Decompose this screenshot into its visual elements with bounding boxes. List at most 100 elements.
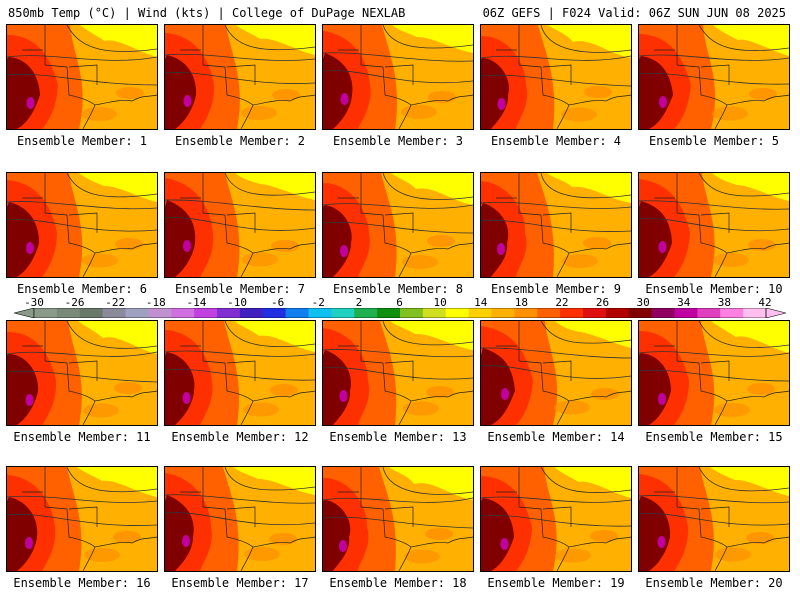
colorbar-swatch — [583, 308, 607, 318]
ensemble-member-label: Ensemble Member: 7 — [174, 282, 306, 296]
colorbar-swatch — [651, 308, 675, 318]
colorbar-swatch — [400, 308, 424, 318]
colorbar-tick-label: 6 — [396, 296, 403, 309]
colorbar-swatch — [79, 308, 104, 318]
temperature-field — [7, 321, 157, 425]
temperature-field — [639, 173, 789, 277]
ensemble-member-label: Ensemble Member: 6 — [16, 282, 148, 296]
map-title: 850mb Temp (°C) | Wind (kts) | College o… — [8, 6, 406, 20]
colorbar-tick-label: 18 — [514, 296, 528, 309]
temperature-field — [165, 25, 315, 129]
ensemble-member-label: Ensemble Member: 19 — [487, 576, 625, 590]
colorbar-swatch — [514, 308, 538, 318]
ensemble-member-label: Ensemble Member: 2 — [174, 134, 306, 148]
ensemble-member-label: Ensemble Member: 17 — [171, 576, 309, 590]
ensemble-member-label: Ensemble Member: 8 — [332, 282, 464, 296]
ensemble-member-label: Ensemble Member: 11 — [13, 430, 151, 444]
ensemble-member-label: Ensemble Member: 13 — [329, 430, 467, 444]
colorbar-tick-label: -2 — [311, 296, 325, 309]
colorbar-swatch — [125, 308, 149, 318]
ensemble-member-map — [6, 466, 158, 572]
colorbar-tick-label: 2 — [355, 296, 363, 309]
colorbar-swatch — [34, 308, 58, 318]
temperature-field — [7, 25, 157, 129]
temperature-field — [323, 173, 473, 277]
ensemble-member-label: Ensemble Member: 14 — [487, 430, 625, 444]
model-run-info: 06Z GEFS | F024 Valid: 06Z SUN JUN 08 20… — [482, 6, 786, 20]
ensemble-member-label: Ensemble Member: 12 — [171, 430, 309, 444]
ensemble-member-map — [164, 24, 316, 130]
colorbar-swatch — [605, 308, 630, 318]
colorbar-swatch — [285, 308, 309, 318]
colorbar-tick-label: -14 — [186, 296, 207, 309]
colorbar-frame — [33, 308, 767, 318]
colorbar-swatch — [171, 308, 195, 318]
colorbar-swatch — [422, 308, 447, 318]
temperature-field — [323, 25, 473, 129]
colorbar-swatch — [102, 308, 126, 318]
ensemble-member-label: Ensemble Member: 1 — [16, 134, 148, 148]
colorbar-swatch — [217, 308, 241, 318]
colorbar-labels: -30 -26 -22 -18 -14 -10 -6 -2 2 6 10 14 18 22 26 30 34 38… — [0, 296, 800, 310]
ensemble-member-map — [638, 466, 790, 572]
colorbar-tick-label: 34 — [677, 296, 691, 309]
ensemble-member-map — [322, 172, 474, 278]
ensemble-member-map — [164, 466, 316, 572]
colorbar-swatch — [194, 308, 218, 318]
temperature-field — [7, 467, 157, 571]
ensemble-member-map — [322, 24, 474, 130]
colorbar-tick-label: 14 — [474, 296, 488, 309]
ensemble-member-label: Ensemble Member: 15 — [645, 430, 783, 444]
colorbar-swatch — [491, 308, 515, 318]
temperature-field — [165, 321, 315, 425]
colorbar-tick-label: 10 — [433, 296, 447, 309]
colorbar-swatch — [354, 308, 378, 318]
temperature-field — [165, 467, 315, 571]
temperature-field — [7, 173, 157, 277]
ensemble-member-map — [480, 172, 632, 278]
colorbar-swatch — [377, 308, 401, 318]
temperature-field — [481, 25, 631, 129]
ensemble-member-label: Ensemble Member: 16 — [13, 576, 151, 590]
colorbar-tick-label: 22 — [555, 296, 569, 309]
colorbar-tick-label: 26 — [595, 296, 610, 309]
colorbar-tick-label: 42 — [758, 296, 772, 309]
ensemble-member-label: Ensemble Member: 18 — [329, 576, 467, 590]
colorbar-swatch — [308, 308, 332, 318]
ensemble-member-map — [638, 320, 790, 426]
temperature-field — [639, 321, 789, 425]
colorbar-swatch — [468, 308, 492, 318]
colorbar-swatch — [674, 308, 698, 318]
colorbar-swatch — [720, 308, 744, 318]
ensemble-member-label: Ensemble Member: 10 — [645, 282, 783, 296]
colorbar-tick-label: -26 — [64, 296, 85, 309]
ensemble-member-map — [638, 172, 790, 278]
ensemble-member-map — [480, 320, 632, 426]
temperature-field — [165, 173, 315, 277]
ensemble-member-label: Ensemble Member: 5 — [648, 134, 780, 148]
temperature-field — [323, 467, 473, 571]
colorbar-tick-label: 38 — [717, 296, 731, 309]
colorbar-tick-label: -6 — [271, 296, 285, 309]
temperature-field — [481, 321, 631, 425]
ensemble-member-map — [6, 24, 158, 130]
colorbar-min-arrow — [14, 308, 35, 318]
ensemble-member-map — [6, 172, 158, 278]
temperature-field — [639, 467, 789, 571]
ensemble-member-map — [638, 24, 790, 130]
ensemble-member-label: Ensemble Member: 20 — [645, 576, 783, 590]
colorbar-swatch — [262, 308, 287, 318]
temperature-field — [323, 321, 473, 425]
temperature-field — [481, 173, 631, 277]
ensemble-member-map — [164, 320, 316, 426]
ensemble-member-map — [322, 466, 474, 572]
temperature-field — [639, 25, 789, 129]
colorbar-tick-label: -10 — [227, 296, 247, 309]
colorbar-tick-label: -30 — [24, 296, 44, 309]
temperature-colorbar — [14, 308, 786, 318]
ensemble-member-map — [480, 24, 632, 130]
temperature-field — [481, 467, 631, 571]
ensemble-member-label: Ensemble Member: 3 — [332, 134, 464, 148]
ensemble-member-map — [6, 320, 158, 426]
ensemble-member-label: Ensemble Member: 4 — [490, 134, 622, 148]
